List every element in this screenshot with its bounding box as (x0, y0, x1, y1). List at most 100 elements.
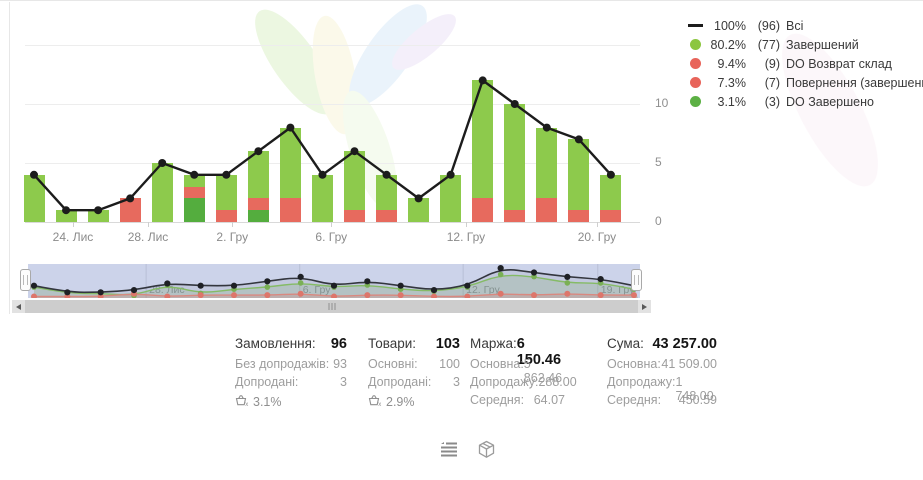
bar-segment-zavershenyi (87, 210, 109, 222)
bar-segment-zavershenyi (311, 174, 333, 222)
bar[interactable] (23, 174, 45, 222)
x-axis-tick (465, 222, 467, 227)
stat-subrow-label: Допродані: (235, 375, 299, 389)
navigator-handle-left[interactable] (20, 269, 31, 291)
stat-subrow-value: 450.59 (678, 393, 717, 407)
navigator-handle-right[interactable] (631, 269, 642, 291)
bar-segment-zavershenyi (215, 174, 237, 211)
scroll-right-button[interactable] (638, 300, 651, 313)
svg-text:x: x (245, 402, 248, 407)
bar[interactable] (311, 174, 333, 222)
basket-icon: x (235, 394, 249, 410)
legend-item[interactable]: 9.4% (9) DO Возврат склад (686, 54, 920, 73)
bar-segment-zavershenyi (376, 174, 398, 211)
bar-segment-returns (600, 210, 622, 222)
bar-segment-zavershenyi (504, 104, 526, 211)
arrow-left-icon (16, 303, 21, 310)
x-axis-label: 28. Лис (127, 230, 169, 244)
bar-segment-returns (344, 210, 365, 222)
bar[interactable] (408, 198, 430, 222)
bar-segment-zavershenyi (279, 127, 301, 199)
legend-item[interactable]: 80.2% (77) Завершений (686, 35, 920, 54)
x-axis-tick (331, 222, 333, 227)
bar[interactable] (247, 151, 269, 222)
bar[interactable] (376, 174, 398, 222)
bar[interactable] (183, 174, 205, 222)
bar[interactable] (504, 104, 526, 222)
stat-value: 96 (330, 336, 347, 352)
bar[interactable] (536, 127, 558, 222)
bar[interactable] (600, 174, 622, 222)
gridline (25, 104, 640, 105)
stat-subrow-label: Допродажу: (470, 375, 539, 389)
legend-percent: 9.4% (717, 56, 747, 71)
legend-label: Всі (786, 18, 804, 33)
x-axis-label: 6. Гру (315, 230, 348, 244)
bar-segment-zavershenyi (440, 174, 462, 222)
stat-subrow-label: Без допродажів: (235, 357, 330, 371)
bar[interactable] (151, 163, 173, 222)
legend-percent: 7.3% (717, 75, 747, 90)
bar-segment-returns (119, 198, 141, 222)
bar-segment-do_zaversheno (247, 210, 269, 222)
legend-item[interactable]: 100% (96) Всі (686, 16, 920, 35)
handle-grip-icon (23, 275, 28, 285)
bar[interactable] (119, 198, 141, 222)
legend-item[interactable]: 3.1% (3) DO Завершено (686, 92, 920, 111)
bar[interactable] (87, 210, 109, 222)
stat-column-sum: Сума: 43 257.00 Основна: 41 509.00 Допродажу… (607, 336, 717, 410)
stat-subrow: Основна: 5 862.46 (470, 357, 565, 385)
legend-item[interactable]: 7.3% (7) Повернення (завершений) (686, 73, 923, 92)
top-divider (0, 0, 923, 1)
stat-subrow-value: 3 (340, 375, 347, 389)
y-axis-label: 10 (655, 96, 669, 110)
bar-segment-zavershenyi (536, 127, 558, 199)
bar[interactable] (440, 174, 462, 222)
upsell-share-value: 2.9% (386, 394, 415, 409)
stat-subrow-value: 41 509.00 (661, 357, 717, 371)
x-axis-label: 12. Гру (446, 230, 486, 244)
svg-text:x: x (378, 402, 381, 407)
main-chart[interactable]: 24. Лис 28. Лис 2. Гру 6. Гру 12. Гру 20. Гру (23, 30, 640, 244)
scroll-left-button[interactable] (12, 300, 25, 313)
bar-segment-returns (247, 198, 269, 211)
bar-segment-zavershenyi (247, 151, 269, 199)
bar-segment-zavershenyi (568, 139, 590, 211)
summary-list-icon[interactable] (438, 438, 460, 460)
footer-toolbar (438, 438, 497, 460)
legend-dot-icon (686, 58, 704, 69)
bar-segment-returns (472, 198, 494, 222)
handle-grip-icon (634, 275, 639, 285)
stat-column-margin: Маржа: 6 150.46 Основна: 5 862.46 Допродажу:… (470, 336, 577, 410)
stat-subrow: Допродажу: 1 748.00 (607, 375, 717, 403)
legend-percent: 80.2% (710, 37, 746, 52)
legend-count: (77) (757, 37, 780, 52)
stat-subrow-value: 93 (333, 357, 347, 371)
bar-segment-zavershenyi (183, 174, 205, 187)
legend-label: Завершений (786, 37, 859, 52)
bar[interactable] (55, 210, 77, 222)
stat-subrow: Середня: 64.07 (470, 393, 565, 410)
stat-title: Маржа: (470, 336, 517, 351)
x-axis-tick (148, 222, 149, 227)
horizontal-scrollbar[interactable] (12, 300, 651, 313)
stat-subrow-value: 100 (439, 357, 460, 371)
bar[interactable] (568, 139, 590, 222)
stat-subrow-label: Основна: (607, 357, 661, 371)
x-axis-label: 20. Гру (577, 230, 617, 244)
legend-label: DO Возврат склад (786, 56, 892, 71)
stat-subrow: Допродажу: 288.00 (470, 375, 577, 392)
panel-left-divider (9, 2, 10, 314)
navigator-tick-label: 12. Гру (466, 284, 500, 296)
legend-label: Повернення (завершений) (786, 75, 923, 90)
bar[interactable] (215, 174, 237, 222)
bar[interactable] (344, 151, 365, 222)
stat-subrow-label: Допродажу: (607, 375, 676, 389)
bar[interactable] (472, 80, 494, 222)
scroll-thumb[interactable] (25, 300, 638, 313)
package-icon[interactable] (475, 438, 497, 460)
bar[interactable] (279, 127, 301, 222)
stat-subrow-value: 288.00 (538, 375, 577, 389)
bar-segment-returns (568, 210, 590, 222)
